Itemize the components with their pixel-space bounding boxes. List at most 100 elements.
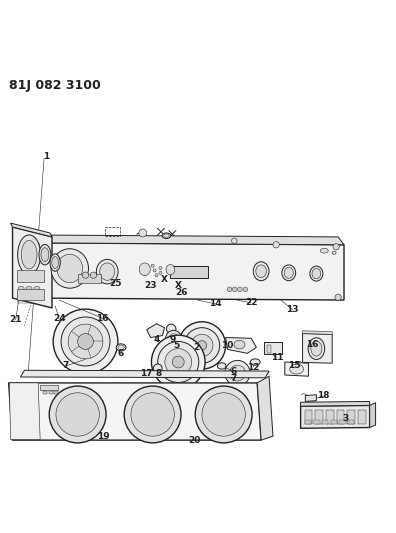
Text: 19: 19 bbox=[97, 432, 110, 441]
Bar bbox=[331, 421, 337, 424]
Circle shape bbox=[158, 342, 199, 383]
Circle shape bbox=[49, 386, 106, 443]
Ellipse shape bbox=[234, 340, 245, 349]
Circle shape bbox=[68, 324, 103, 359]
Circle shape bbox=[166, 324, 176, 334]
Bar bbox=[17, 289, 44, 300]
Circle shape bbox=[225, 360, 250, 386]
Ellipse shape bbox=[96, 260, 118, 284]
Ellipse shape bbox=[166, 264, 175, 275]
Circle shape bbox=[151, 335, 205, 389]
Ellipse shape bbox=[312, 269, 321, 279]
Circle shape bbox=[82, 272, 89, 278]
Circle shape bbox=[61, 317, 110, 366]
Circle shape bbox=[243, 287, 248, 292]
Polygon shape bbox=[13, 227, 52, 308]
Ellipse shape bbox=[18, 286, 24, 290]
Text: 81J 082 3100: 81J 082 3100 bbox=[9, 79, 100, 92]
Text: X: X bbox=[161, 276, 168, 285]
Bar bbox=[49, 391, 53, 394]
Text: 2: 2 bbox=[193, 343, 199, 352]
Ellipse shape bbox=[162, 233, 171, 238]
Text: 6: 6 bbox=[230, 367, 237, 376]
Circle shape bbox=[335, 294, 341, 301]
Text: 8: 8 bbox=[155, 369, 162, 378]
Circle shape bbox=[165, 349, 192, 375]
Text: 7: 7 bbox=[230, 375, 237, 383]
Ellipse shape bbox=[164, 234, 169, 238]
Bar bbox=[339, 421, 346, 424]
Circle shape bbox=[78, 334, 93, 349]
Circle shape bbox=[151, 264, 154, 267]
Circle shape bbox=[333, 244, 339, 250]
Ellipse shape bbox=[52, 256, 59, 269]
Circle shape bbox=[90, 272, 97, 278]
Bar bbox=[305, 410, 312, 424]
Ellipse shape bbox=[34, 286, 40, 290]
Text: 1: 1 bbox=[43, 151, 49, 160]
Circle shape bbox=[56, 393, 99, 436]
Text: 17: 17 bbox=[141, 369, 153, 378]
Bar bbox=[78, 274, 101, 283]
Bar bbox=[305, 421, 311, 424]
Circle shape bbox=[166, 330, 181, 346]
Circle shape bbox=[184, 328, 220, 363]
Bar bbox=[264, 342, 282, 354]
Ellipse shape bbox=[118, 345, 124, 350]
Polygon shape bbox=[25, 235, 30, 298]
Bar bbox=[267, 345, 271, 352]
Ellipse shape bbox=[18, 235, 40, 274]
Text: 26: 26 bbox=[175, 288, 188, 297]
Ellipse shape bbox=[41, 248, 49, 262]
Polygon shape bbox=[305, 395, 316, 401]
Text: 15: 15 bbox=[288, 361, 301, 370]
Ellipse shape bbox=[282, 265, 296, 281]
Text: 4: 4 bbox=[153, 335, 160, 344]
Circle shape bbox=[195, 386, 252, 443]
Bar bbox=[322, 421, 328, 424]
Circle shape bbox=[197, 341, 207, 350]
Circle shape bbox=[238, 287, 242, 292]
Ellipse shape bbox=[39, 245, 51, 265]
Bar bbox=[17, 270, 44, 282]
Polygon shape bbox=[11, 223, 52, 237]
Ellipse shape bbox=[116, 344, 126, 351]
Polygon shape bbox=[285, 362, 308, 376]
Polygon shape bbox=[25, 235, 344, 245]
Text: 25: 25 bbox=[109, 279, 122, 288]
Text: 11: 11 bbox=[271, 353, 283, 362]
Circle shape bbox=[232, 238, 237, 244]
Ellipse shape bbox=[320, 248, 328, 253]
Text: 3: 3 bbox=[343, 414, 349, 423]
Text: 20: 20 bbox=[188, 435, 200, 445]
Circle shape bbox=[227, 287, 232, 292]
Text: 16: 16 bbox=[306, 340, 319, 349]
Circle shape bbox=[33, 292, 39, 298]
Bar bbox=[348, 421, 354, 424]
Ellipse shape bbox=[310, 266, 323, 281]
Circle shape bbox=[155, 273, 158, 277]
Circle shape bbox=[169, 334, 178, 343]
Circle shape bbox=[191, 334, 213, 357]
Text: 23: 23 bbox=[145, 281, 157, 290]
Text: 21: 21 bbox=[10, 316, 22, 324]
Bar bbox=[40, 385, 58, 390]
Circle shape bbox=[53, 309, 118, 374]
Ellipse shape bbox=[253, 262, 269, 281]
Ellipse shape bbox=[217, 363, 226, 369]
Polygon shape bbox=[9, 383, 261, 440]
Text: 22: 22 bbox=[245, 298, 257, 308]
Polygon shape bbox=[30, 243, 344, 300]
Polygon shape bbox=[301, 406, 369, 429]
Polygon shape bbox=[369, 402, 375, 427]
Text: 5: 5 bbox=[173, 341, 179, 350]
Ellipse shape bbox=[21, 240, 37, 269]
Text: 14: 14 bbox=[209, 300, 222, 309]
Ellipse shape bbox=[284, 267, 293, 278]
Text: 12: 12 bbox=[247, 362, 259, 372]
Ellipse shape bbox=[139, 263, 150, 276]
Bar bbox=[105, 227, 120, 236]
Bar bbox=[326, 410, 334, 424]
Ellipse shape bbox=[256, 265, 267, 278]
Circle shape bbox=[202, 393, 246, 436]
